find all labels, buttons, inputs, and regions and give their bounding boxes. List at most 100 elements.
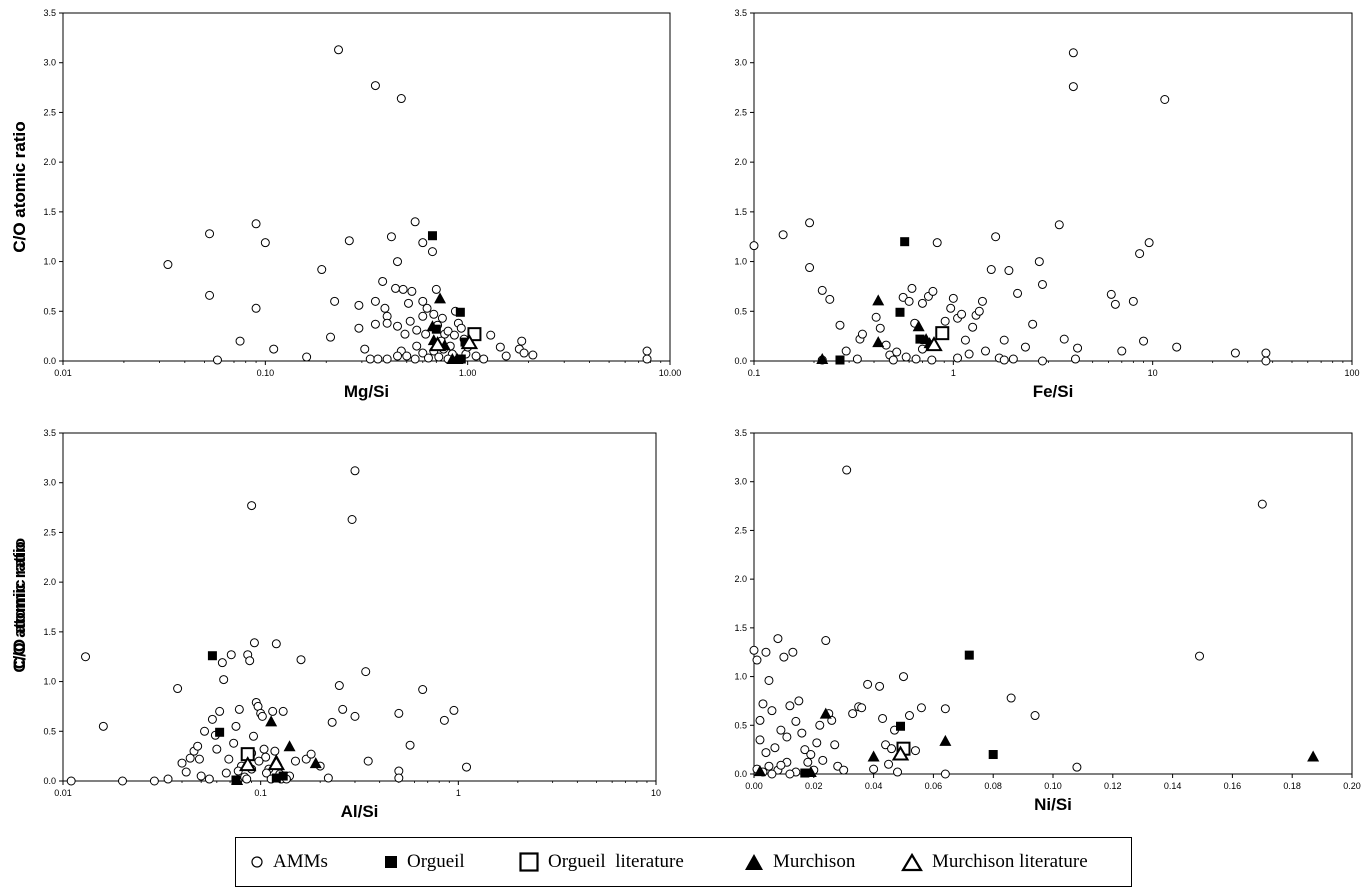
amms-point [402, 351, 412, 361]
murchison-point [804, 766, 817, 778]
murchison-point [872, 294, 885, 306]
legend-item-orgueil-literature: Orgueil literature [519, 850, 684, 874]
amms-point [878, 713, 888, 723]
chart-mg: 0.0 0.5 1.0 1.5 2.0 2.5 3.0 3.5 0.01 0.10 1.00 10.0… [10, 8, 681, 401]
amms-point [261, 752, 271, 762]
amms-point [940, 769, 950, 779]
amms-point [758, 699, 768, 709]
amms-point [776, 725, 786, 735]
amms-point [821, 636, 831, 646]
amms-point [306, 749, 316, 759]
amms-point [1195, 651, 1205, 661]
x-tick-label: 1.00 [459, 368, 477, 378]
legend-label: Orgueil literature [548, 851, 684, 872]
amms-point [974, 306, 984, 316]
amms-point [1128, 296, 1138, 306]
murchison-point [819, 707, 832, 719]
amms-point [249, 638, 259, 648]
murchison-point [753, 765, 766, 777]
x-tick-label: 0.18 [1283, 781, 1301, 791]
amms-point [830, 740, 840, 750]
amms-point [421, 329, 431, 339]
x-axis-label: Fe/Si [1033, 382, 1074, 401]
x-axis-label: Ni/Si [1034, 795, 1072, 814]
amms-point [418, 311, 428, 321]
legend-label: Murchison [773, 851, 856, 872]
amms-point [642, 346, 652, 356]
y-tick-label: 1.5 [734, 207, 747, 217]
amms-point [185, 753, 195, 763]
y-tick-label: 1.5 [43, 207, 56, 217]
amms-point [231, 721, 241, 731]
y-tick-label: 0.0 [43, 356, 56, 366]
y-axis-label: C/O atomic ratio [10, 121, 29, 252]
y-tick-label: 2.5 [734, 107, 747, 117]
amms-point [1037, 356, 1047, 366]
y-tick-label: 1.5 [734, 623, 747, 633]
amms-point [215, 706, 225, 716]
murchison-point [265, 715, 278, 727]
amms-point [770, 743, 780, 753]
amms-point [940, 704, 950, 714]
amms-point [1160, 95, 1170, 105]
amms-point [449, 705, 459, 715]
murchison-literature-point [238, 756, 257, 772]
plot-area [62, 12, 671, 362]
amms-point [899, 672, 908, 682]
amms-point [373, 354, 383, 364]
amms-point [229, 738, 239, 748]
y-tick-label: 2.0 [734, 157, 747, 167]
x-tick-label: 0.1 [254, 788, 267, 798]
murchison-point [283, 740, 296, 752]
amms-point [207, 714, 217, 724]
amms-point [370, 319, 380, 329]
amms-point [370, 81, 380, 91]
y-tick-label: 3.5 [734, 8, 747, 18]
amms-point [427, 247, 437, 257]
plot-area [753, 12, 1353, 362]
amms-point [429, 309, 439, 319]
x-tick-label: 100 [1344, 368, 1359, 378]
orgueil-point [988, 750, 998, 760]
amms-point [418, 348, 428, 358]
amms-point [980, 346, 990, 356]
amms-point [224, 754, 234, 764]
amms-point [842, 465, 852, 475]
legend: AMMs Orgueil Orgueil literature Murchiso… [235, 837, 1132, 887]
amms-point [755, 715, 765, 725]
amms-point [892, 347, 902, 357]
y-tick-label: 2.0 [43, 577, 56, 587]
amms-point [495, 342, 505, 352]
amms-point [212, 744, 222, 754]
amms-point [794, 696, 804, 706]
amms-point [412, 341, 422, 351]
amms-point [835, 320, 845, 330]
y-tick-label: 2.5 [43, 527, 56, 537]
amms-point [910, 746, 920, 756]
amms-point [1020, 342, 1030, 352]
amms-point [334, 681, 344, 691]
amms-point [875, 681, 885, 691]
amms-point [999, 335, 1009, 345]
circle-open-icon [251, 856, 263, 868]
murchison-point [231, 774, 244, 786]
amms-point [412, 325, 422, 335]
orgueil-point [215, 727, 225, 737]
amms-point [226, 650, 236, 660]
orgueil-point [800, 768, 810, 778]
amms-point [764, 675, 774, 685]
amms-point [410, 217, 420, 227]
amms-point [361, 667, 371, 677]
amms-point [330, 296, 340, 306]
amms-point [907, 283, 917, 293]
murchison-literature-point [267, 755, 286, 771]
amms-point [1059, 334, 1069, 344]
y-tick-label: 0.5 [43, 726, 56, 736]
square-filled-icon [385, 856, 397, 868]
amms-point [405, 316, 415, 326]
amms-point [805, 263, 815, 273]
amms-point [431, 284, 441, 294]
amms-point [405, 740, 415, 750]
amms-point [881, 340, 891, 350]
amms-point [439, 715, 449, 725]
